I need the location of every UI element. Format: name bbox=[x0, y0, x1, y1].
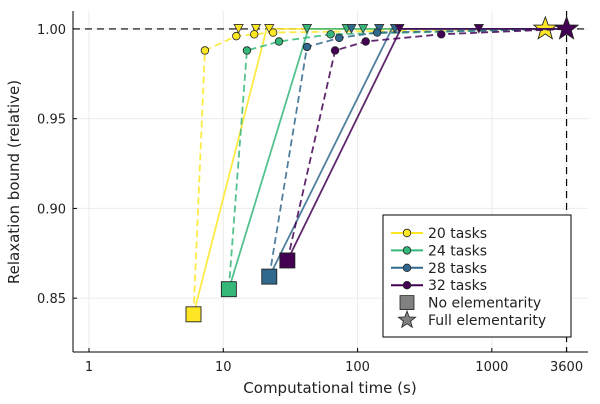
square-marker bbox=[279, 252, 296, 269]
axes-layer: 1 10 100 1000 3600 0.85 0.90 0.95 1.00 bbox=[37, 11, 588, 375]
triangle-marker bbox=[394, 24, 405, 34]
y-tick-label: 1.00 bbox=[37, 23, 66, 38]
legend-entry: 28 tasks bbox=[391, 261, 487, 277]
series-dashed-line bbox=[192, 28, 546, 315]
circle-marker bbox=[242, 46, 252, 55]
star-marker bbox=[553, 15, 580, 40]
circle-marker bbox=[361, 37, 370, 46]
series-dashed-line bbox=[227, 28, 567, 290]
circle-marker bbox=[437, 30, 446, 39]
circle-marker bbox=[274, 37, 284, 46]
legend-entry: 32 tasks bbox=[391, 278, 487, 294]
circle-marker bbox=[302, 42, 312, 52]
legend-circle-swatch bbox=[402, 228, 412, 238]
legend-entry: No elementarity bbox=[399, 295, 541, 312]
circle-marker bbox=[330, 46, 340, 55]
legend-label: 24 tasks bbox=[428, 243, 487, 259]
legend-label: 32 tasks bbox=[428, 278, 487, 294]
legend-label: 28 tasks bbox=[428, 261, 487, 277]
y-tick-label: 0.85 bbox=[37, 292, 66, 307]
triangle-marker bbox=[473, 24, 485, 34]
circle-marker bbox=[200, 46, 210, 55]
triangle-marker bbox=[250, 24, 262, 34]
x-axis-label: Computational time (s) bbox=[243, 379, 416, 397]
y-axis-label: Relaxation bound (relative) bbox=[5, 80, 23, 284]
legend-entry: Full elementarity bbox=[397, 309, 546, 329]
legend-label: No elementarity bbox=[428, 296, 541, 312]
legend-box bbox=[382, 214, 572, 338]
legend-entry: 20 tasks bbox=[391, 226, 487, 242]
x-tick-label: 1 bbox=[85, 360, 93, 375]
circle-marker bbox=[268, 28, 278, 37]
legend-star-swatch bbox=[397, 309, 417, 329]
square-marker bbox=[220, 281, 237, 298]
y-tick-label: 0.95 bbox=[37, 113, 66, 128]
x-tick-label: 100 bbox=[345, 360, 370, 375]
series-layer bbox=[185, 15, 580, 323]
legend-circle-swatch bbox=[402, 281, 412, 290]
legend-label: Full elementarity bbox=[428, 313, 546, 329]
legend-circle-swatch bbox=[402, 246, 412, 255]
triangle-marker bbox=[346, 24, 357, 34]
x-tick-label: 3600 bbox=[550, 360, 583, 375]
circle-marker bbox=[250, 30, 259, 39]
triangle-marker bbox=[233, 24, 244, 34]
x-tick-label: 1000 bbox=[475, 360, 508, 375]
circle-marker bbox=[335, 33, 344, 43]
legend-square-swatch bbox=[399, 295, 415, 311]
square-marker bbox=[185, 306, 202, 323]
circle-marker bbox=[326, 30, 335, 39]
legend-circle-swatch bbox=[402, 263, 412, 272]
square-marker bbox=[261, 268, 278, 285]
circle-marker bbox=[232, 31, 241, 41]
y-tick-label: 0.90 bbox=[37, 202, 66, 217]
x-tick-label: 10 bbox=[215, 360, 232, 375]
triangle-marker bbox=[301, 24, 313, 34]
star-marker bbox=[532, 15, 558, 40]
legend-label: 20 tasks bbox=[428, 226, 487, 242]
circle-marker bbox=[372, 28, 382, 37]
series-3 bbox=[279, 15, 580, 269]
triangle-marker bbox=[357, 24, 369, 34]
legend-entry: 24 tasks bbox=[391, 243, 487, 259]
